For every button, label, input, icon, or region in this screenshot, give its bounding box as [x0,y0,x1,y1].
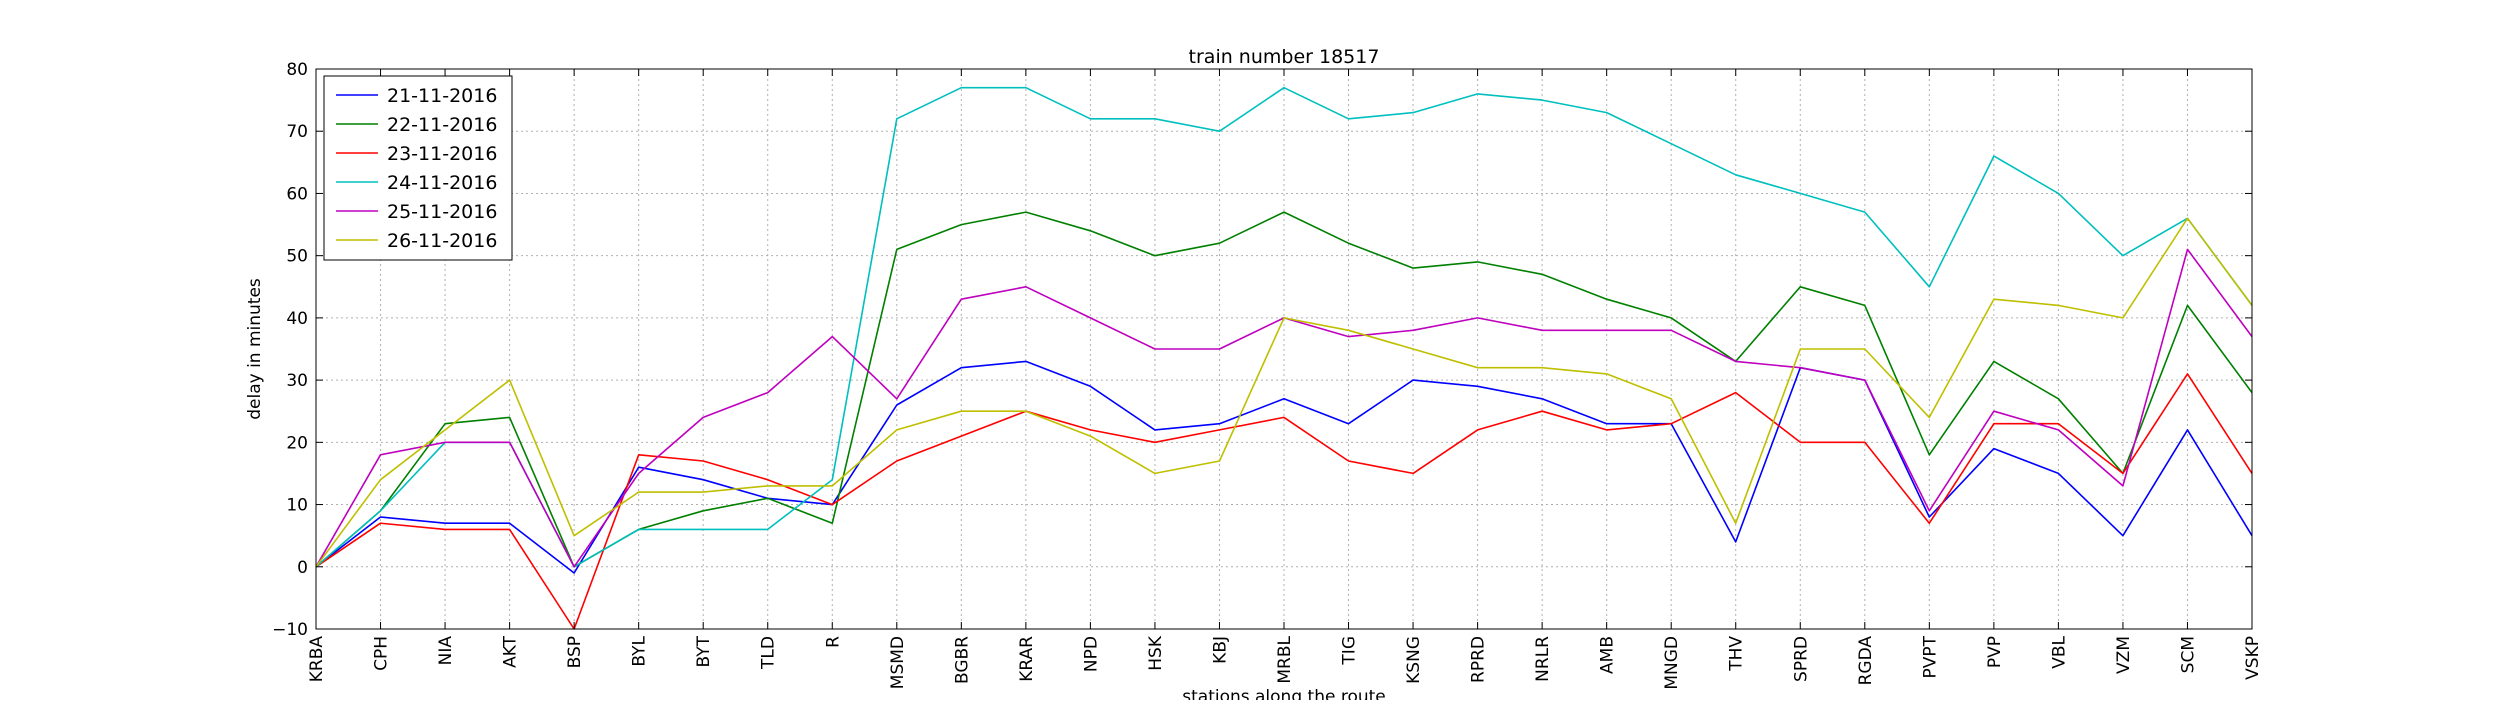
x-axis-label: stations along the route [1182,687,1386,700]
x-tick-label: RPRD [1469,636,1489,683]
legend-box [323,75,513,261]
legend-label: 25-11-2016 [387,201,497,223]
x-tick-label: NIA [436,636,456,666]
x-tick-label: MSMD [888,636,908,689]
x-tick-label: VBL [2049,635,2069,668]
x-tick-label: HSK [1146,635,1166,671]
x-tick-label: BSP [565,636,585,668]
chart-title: train number 18517 [1189,46,1380,68]
legend: 21-11-2016 22-11-2016 23-11-2016 24-11-2016… [323,75,513,261]
x-tick-label: BYT [694,635,714,667]
x-tick-label: KRBA [307,636,327,683]
x-tick-label: CPH [372,636,392,671]
y-axis-ticks: −10 0 10 20 30 40 50 60 70 80 [272,60,2252,640]
x-tick-label: MNGD [1662,636,1682,690]
x-tick-label: THV [1727,636,1747,672]
y-tick-label: 80 [286,60,308,80]
series-line [315,360,2253,574]
x-tick-label: NPD [1081,636,1101,672]
series-line [315,373,2253,630]
series-line [315,217,2253,568]
y-tick-label: 0 [297,558,308,578]
y-tick-label: 40 [286,309,308,329]
x-tick-label: R [823,636,843,648]
x-tick-label: AKT [501,635,521,667]
y-tick-label: 20 [286,433,308,453]
x-tick-label: NRLR [1533,636,1553,682]
y-tick-label: 50 [286,247,308,267]
x-tick-label: MRBL [1275,635,1295,683]
x-tick-label: SPRD [1791,636,1811,682]
x-tick-label: RGDA [1856,636,1876,686]
x-tick-label: KSNG [1404,636,1424,684]
series-line [315,86,2253,568]
y-tick-label: −10 [272,620,308,640]
x-tick-label: VZM [2114,636,2134,674]
x-tick-label: KRAR [1017,636,1037,682]
series-lines [315,86,2253,630]
y-tick-label: 10 [286,496,308,516]
legend-label: 26-11-2016 [387,230,497,252]
x-tick-label: BGBR [952,636,972,684]
x-axis-ticks: KRBA CPH NIA AKT BSP BYL BYT TLD R MSMD BGBR KRAR NP… [307,69,2263,690]
y-axis-label: delay in minutes [245,278,265,420]
y-tick-label: 30 [286,371,308,391]
y-tick-label: 60 [286,184,308,204]
x-tick-label: TLD [759,636,779,670]
legend-label: 21-11-2016 [387,85,497,107]
x-tick-label: BYL [630,635,650,666]
legend-label: 22-11-2016 [387,114,497,136]
y-tick-label: 70 [286,122,308,142]
x-tick-label: TIG [1340,636,1360,666]
x-tick-label: SCM [2178,636,2198,673]
legend-label: 24-11-2016 [387,172,497,194]
x-tick-label: VSKP [2243,636,2263,680]
legend-label: 23-11-2016 [387,143,497,165]
x-tick-label: PVP [1985,636,2005,668]
x-tick-label: PVPT [1920,635,1940,678]
x-tick-label: AMB [1598,636,1618,674]
x-tick-label: KBJ [1210,636,1230,664]
grid [315,68,2253,630]
